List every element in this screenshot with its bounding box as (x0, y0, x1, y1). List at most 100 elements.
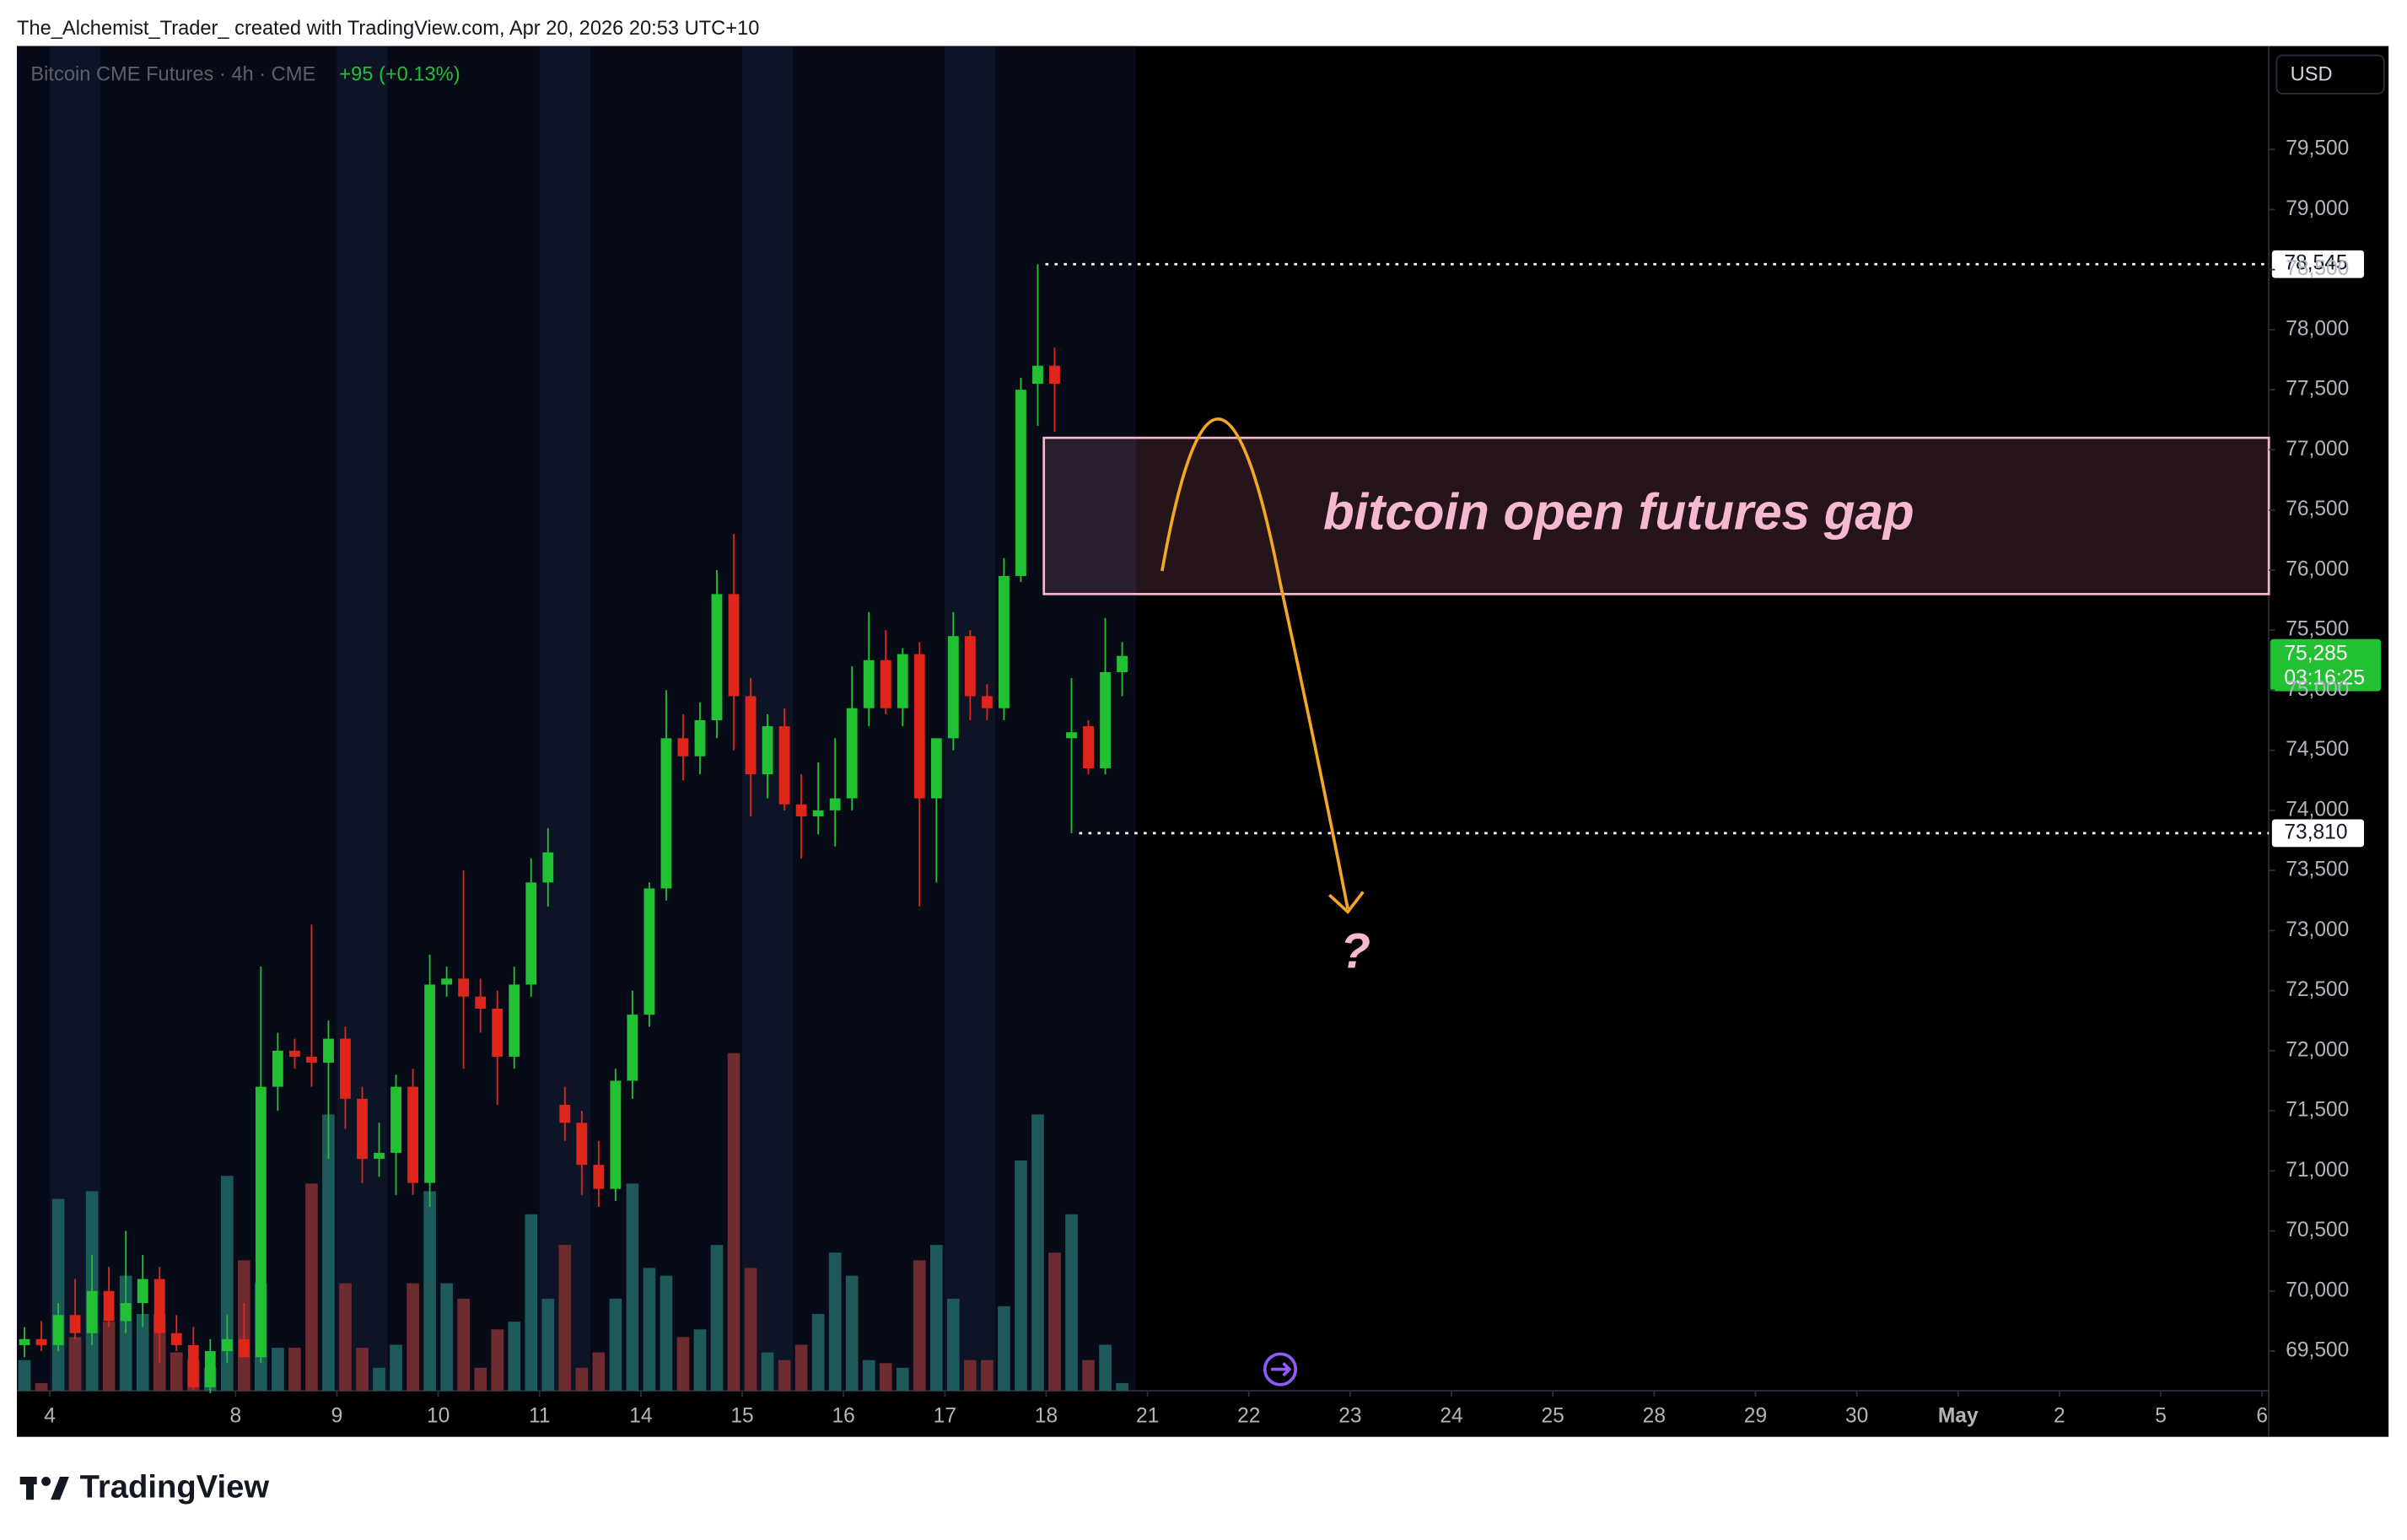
volume-bar (964, 1360, 977, 1392)
candle-body (153, 1279, 165, 1333)
candle-body (762, 726, 773, 775)
level-tag (2271, 250, 2365, 278)
candle-body (745, 696, 757, 775)
candle-body (711, 594, 723, 720)
volume-bar (913, 1260, 926, 1392)
header: The_Alchemist_Trader_ created with Tradi… (17, 18, 759, 40)
volume-bar (423, 1191, 436, 1392)
volume-bar (68, 1337, 82, 1392)
volume-bar (896, 1367, 909, 1392)
candle-body (492, 1008, 503, 1057)
volume-bar (51, 1198, 65, 1392)
symbol-legend: Bitcoin CME Futures · 4h · CME (30, 63, 315, 85)
x-tick-label: 22 (1237, 1404, 1260, 1427)
candle-body (120, 1303, 132, 1322)
y-tick-label: 79,000 (2286, 197, 2349, 220)
candle-body (458, 978, 470, 997)
x-tick-label: 16 (832, 1404, 855, 1427)
candle-body (357, 1098, 368, 1160)
volume-bar (35, 1382, 48, 1392)
candle-body (340, 1038, 351, 1099)
volume-bar (305, 1183, 318, 1392)
x-tick-label: 24 (1440, 1404, 1462, 1427)
volume-bar (339, 1283, 352, 1392)
candle-body (627, 1015, 638, 1081)
y-tick-label: 71,000 (2286, 1159, 2349, 1182)
volume-bar (845, 1275, 859, 1392)
candle-body (390, 1086, 401, 1153)
volume-bar (727, 1053, 740, 1392)
candle-body (1015, 390, 1026, 576)
volume-bar (525, 1214, 538, 1392)
volume-bar (1082, 1360, 1095, 1392)
candle-body (812, 810, 824, 816)
candle-body (694, 719, 706, 757)
y-tick-label: 76,000 (2286, 557, 2349, 580)
candle-body (69, 1315, 81, 1333)
volume-bar (272, 1348, 284, 1392)
y-tick-label: 74,000 (2286, 798, 2349, 821)
volume-bar (761, 1352, 774, 1392)
volume-bar (356, 1348, 369, 1392)
y-tick-label: 79,500 (2286, 137, 2349, 160)
candle-body (272, 1050, 283, 1087)
currency-button[interactable] (2275, 54, 2385, 94)
candle-body (475, 996, 487, 1009)
last-price-label: 75,285 (2284, 642, 2347, 665)
candle-body (441, 978, 453, 985)
candle-body (964, 636, 976, 697)
logo-slant (51, 1476, 69, 1500)
volume-bar (879, 1363, 892, 1392)
volume-bar (981, 1360, 993, 1392)
candle-body (1049, 365, 1060, 385)
candle-body (643, 888, 655, 1015)
y-tick-label: 75,500 (2286, 618, 2349, 641)
volume-bar (136, 1314, 149, 1392)
session-band (539, 46, 590, 1392)
candle-body (728, 594, 740, 697)
volume-bar (558, 1245, 572, 1392)
x-tick-label: 23 (1338, 1404, 1361, 1427)
logo-dot (41, 1476, 51, 1486)
replay-icon-arrow (1271, 1362, 1292, 1377)
x-tick-label: 21 (1136, 1404, 1159, 1427)
level-tag (2271, 819, 2365, 848)
candle-body (897, 654, 908, 708)
candle-body (576, 1123, 588, 1166)
x-tick-label: 25 (1542, 1404, 1564, 1427)
candle-body (525, 882, 537, 985)
volume-bar (407, 1283, 419, 1392)
brand-logo (19, 1476, 69, 1500)
x-tick-label: 18 (1035, 1404, 1058, 1427)
candle-body (86, 1290, 98, 1333)
candle-body (170, 1333, 182, 1345)
candle-body (204, 1351, 216, 1387)
volume-layer (18, 1053, 1128, 1392)
y-tick-label: 72,500 (2286, 978, 2349, 1001)
candle-body (677, 738, 689, 757)
currency-label[interactable]: USD (2291, 63, 2333, 85)
candle-body (1066, 732, 1077, 739)
volume-bar (18, 1360, 31, 1392)
volume-bar (1116, 1382, 1128, 1392)
candle-body (778, 726, 790, 805)
overlay-layer: bitcoin open futures gap? 78,545 73,810 75,… (1042, 250, 2382, 979)
candle-body (238, 1338, 250, 1358)
volume-bar (1048, 1252, 1061, 1392)
volume-bar (1065, 1214, 1078, 1392)
volume-bar (1099, 1344, 1112, 1392)
arrow (1160, 417, 1349, 909)
volume-bar (609, 1298, 622, 1392)
y-tick-label: 70,500 (2286, 1219, 2349, 1241)
x-tick-label: 5 (2155, 1404, 2167, 1427)
candle-body (829, 798, 841, 810)
volume-bar (811, 1314, 825, 1392)
replay-icon[interactable] (1263, 1352, 1298, 1387)
y-tick-label: 76,500 (2286, 498, 2349, 520)
countdown-label: 03:16:25 (2284, 667, 2365, 690)
volume-bar (929, 1245, 943, 1392)
candle-body (999, 575, 1010, 708)
candle-body (1100, 671, 1111, 768)
